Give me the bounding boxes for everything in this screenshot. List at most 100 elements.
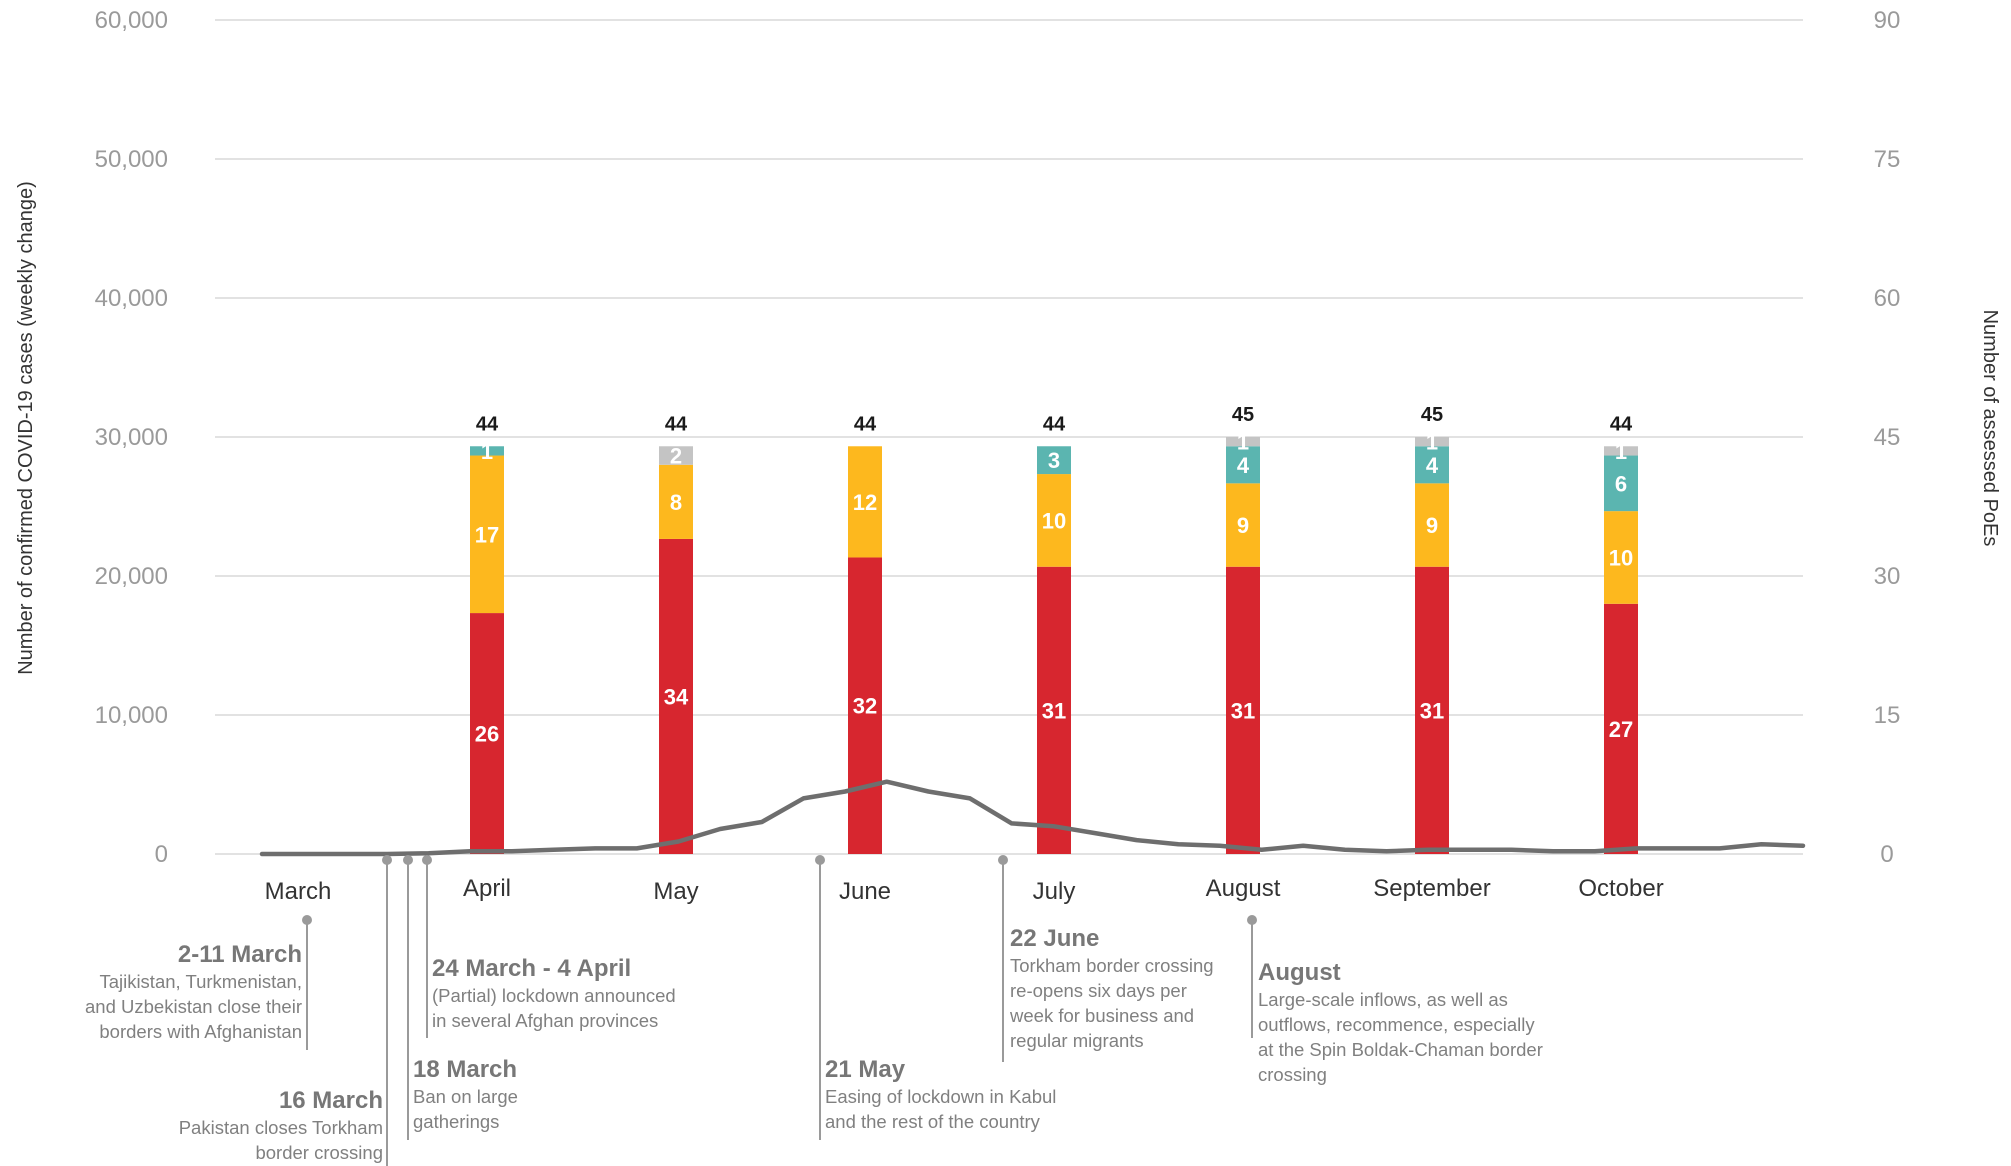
right-axis-title: Number of assessed PoEs	[1979, 310, 2001, 547]
annotation-title: 2-11 March	[178, 941, 302, 968]
bar-segment-teal	[1226, 446, 1260, 484]
segment-value-label: 1	[1237, 430, 1249, 455]
annotation-text: re-opens six days per	[1010, 980, 1187, 1001]
bar-segment-teal	[470, 446, 504, 456]
segment-value-label: 26	[475, 722, 499, 747]
segment-value-label: 2	[670, 444, 682, 469]
right-tick-label: 45	[1874, 424, 1901, 451]
bar-segment-grey	[1415, 437, 1449, 447]
bars: 2617144348244321244311034431941453194145…	[470, 404, 1638, 854]
right-tick-label: 75	[1874, 146, 1901, 173]
month-label: August	[1206, 875, 1281, 902]
annotation-text: outflows, recommence, especially	[1258, 1014, 1535, 1035]
bar-total-label: 45	[1232, 404, 1254, 426]
annotation-text: Ban on large	[413, 1086, 518, 1107]
bar-segment-red	[1037, 566, 1071, 854]
bar-segment-teal	[1415, 446, 1449, 484]
annotation-dot	[1247, 915, 1257, 925]
segment-value-label: 10	[1609, 545, 1633, 570]
segment-value-label: 32	[853, 694, 877, 719]
bar-segment-teal	[1037, 446, 1071, 475]
annotation-text: week for business and	[1009, 1005, 1194, 1026]
segment-value-label: 8	[670, 490, 682, 515]
cases-line-layer	[259, 779, 1806, 857]
segment-value-label: 12	[853, 490, 877, 515]
right-tick-label: 15	[1874, 702, 1901, 729]
bar-segment-red	[848, 557, 882, 854]
annotation: 22 June Torkham border crossing re-opens s…	[998, 855, 1214, 1062]
annotation-text: Pakistan closes Torkham	[179, 1117, 383, 1138]
annotation-text: Easing of lockdown in Kabul	[825, 1086, 1056, 1107]
right-tick-label: 60	[1874, 285, 1901, 312]
left-tick-label: 20,000	[95, 563, 168, 590]
annotation-text: and the rest of the country	[825, 1111, 1041, 1132]
annotation-dot	[422, 855, 432, 865]
bar-total-label: 44	[854, 413, 877, 435]
bar-segment-orange	[659, 464, 693, 539]
gridlines	[215, 19, 1803, 855]
segment-value-label: 1	[1426, 430, 1438, 455]
month-label: May	[653, 878, 698, 905]
annotation: 18 March Ban on large gatherings	[403, 855, 518, 1140]
axis-ticks: 0 10,000 20,000 30,000 40,000 50,000 60,000 0 15…	[95, 7, 1901, 868]
annotation-text: crossing	[1258, 1064, 1327, 1085]
left-axis-title: Number of confirmed COVID-19 cases (week…	[15, 181, 37, 675]
segment-value-label: 4	[1426, 453, 1439, 478]
month-label: June	[839, 878, 891, 905]
segment-value-label: 31	[1042, 698, 1066, 723]
bar-segment-grey	[1604, 446, 1638, 456]
annotation-text: border crossing	[255, 1142, 383, 1163]
left-tick-label: 10,000	[95, 702, 168, 729]
bar-total-label: 45	[1421, 404, 1443, 426]
segment-value-label: 27	[1609, 717, 1633, 742]
bar-segment-red	[1415, 566, 1449, 854]
segment-value-label: 17	[475, 522, 499, 547]
bar-total-label: 44	[1610, 413, 1633, 435]
left-tick-label: 40,000	[95, 285, 168, 312]
bar-segment-red	[470, 613, 504, 854]
annotation-title: 18 March	[413, 1056, 517, 1083]
left-tick-label: 30,000	[95, 424, 168, 451]
left-tick-label: 0	[155, 841, 168, 868]
segment-value-label: 31	[1420, 698, 1444, 723]
segment-value-label: 9	[1426, 513, 1438, 538]
annotation: 16 March Pakistan closes Torkham border cr…	[179, 855, 392, 1166]
month-label: March	[265, 878, 332, 905]
left-tick-label: 50,000	[95, 146, 168, 173]
annotation-text: Tajikistan, Turkmenistan,	[99, 971, 302, 992]
annotation-dot	[382, 855, 392, 865]
bar-total-label: 44	[476, 413, 499, 435]
segment-value-label: 6	[1615, 471, 1627, 496]
segment-value-label: 3	[1048, 448, 1060, 473]
annotation-dot	[403, 855, 413, 865]
bar-segment-orange	[1037, 474, 1071, 567]
bar-segment-orange	[470, 455, 504, 614]
annotation-text: regular migrants	[1010, 1030, 1144, 1051]
annotation-text: gatherings	[413, 1111, 499, 1132]
bar-segment-orange	[848, 446, 882, 558]
segment-value-label: 31	[1231, 698, 1255, 723]
right-tick-label: 30	[1874, 563, 1901, 590]
annotation-dot	[998, 855, 1008, 865]
month-label: July	[1033, 878, 1076, 905]
bar-total-label: 44	[665, 413, 688, 435]
month-labels: March April May June July August September Octo…	[265, 875, 1664, 905]
bar-segment-red	[1226, 566, 1260, 854]
bar-segment-grey	[659, 446, 693, 465]
month-label: October	[1578, 875, 1663, 902]
left-tick-label: 60,000	[95, 7, 168, 34]
annotation-title: 21 May	[825, 1056, 906, 1083]
bar-segment-orange	[1604, 511, 1638, 604]
annotation-text: and Uzbekistan close their	[85, 996, 302, 1017]
segment-value-label: 4	[1237, 453, 1250, 478]
annotation: 2-11 March Tajikistan, Turkmenistan, and U…	[85, 915, 312, 1050]
annotation: 21 May Easing of lockdown in Kabul and the…	[815, 855, 1056, 1140]
month-label: September	[1373, 875, 1490, 902]
annotation-title: 24 March - 4 April	[432, 955, 631, 982]
segment-value-label: 1	[1615, 439, 1627, 464]
bar-segment-red	[659, 538, 693, 854]
annotation-dot	[815, 855, 825, 865]
right-tick-label: 90	[1874, 7, 1901, 34]
segment-value-label: 34	[664, 684, 689, 709]
